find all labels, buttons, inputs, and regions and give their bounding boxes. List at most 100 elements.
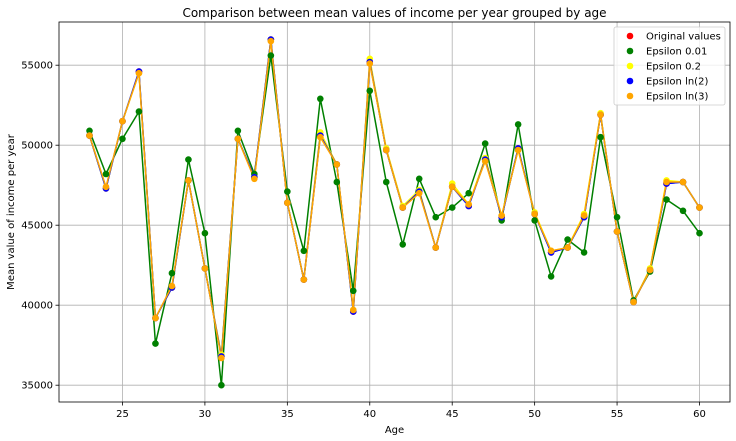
data-point bbox=[564, 236, 571, 243]
data-point bbox=[597, 133, 604, 141]
data-point bbox=[481, 140, 489, 147]
data-point bbox=[366, 87, 374, 95]
data-point bbox=[333, 178, 341, 186]
y-tick-label: 45000 bbox=[21, 221, 53, 232]
data-point bbox=[646, 266, 654, 274]
legend-box bbox=[613, 26, 726, 106]
data-point bbox=[564, 244, 571, 251]
x-tick-label: 45 bbox=[446, 409, 459, 420]
data-point bbox=[679, 207, 687, 215]
legend-marker bbox=[626, 77, 634, 85]
series-line bbox=[88, 40, 701, 359]
x-tick-label: 50 bbox=[528, 409, 541, 420]
data-point bbox=[663, 178, 670, 186]
data-point bbox=[432, 213, 440, 221]
data-point bbox=[465, 201, 472, 208]
data-point bbox=[415, 189, 423, 197]
data-point bbox=[267, 52, 275, 59]
data-point bbox=[119, 135, 126, 143]
x-tick-label: 60 bbox=[693, 409, 706, 420]
x-tick-label: 25 bbox=[116, 409, 129, 420]
x-tick-label: 30 bbox=[199, 409, 212, 420]
data-point bbox=[267, 37, 275, 45]
data-point bbox=[349, 306, 357, 314]
data-point bbox=[152, 340, 159, 347]
data-point bbox=[547, 247, 555, 255]
data-point bbox=[201, 265, 209, 272]
data-point bbox=[135, 69, 143, 77]
data-point bbox=[349, 287, 357, 295]
data-point bbox=[465, 189, 472, 197]
data-point bbox=[663, 196, 670, 203]
data-point bbox=[284, 199, 291, 207]
legend-label: Original values bbox=[646, 32, 721, 43]
legend-marker bbox=[626, 32, 634, 40]
data-point bbox=[251, 175, 258, 183]
data-point bbox=[300, 276, 308, 283]
data-point bbox=[102, 170, 110, 178]
data-point bbox=[300, 247, 308, 255]
chart-title: Comparison between mean values of income… bbox=[182, 6, 606, 20]
data-point bbox=[448, 204, 456, 211]
x-tick-label: 40 bbox=[363, 409, 376, 420]
data-point bbox=[234, 135, 242, 143]
data-point bbox=[218, 381, 225, 389]
data-point bbox=[531, 210, 538, 218]
y-tick-label: 40000 bbox=[21, 301, 53, 312]
data-point bbox=[86, 127, 93, 135]
data-point bbox=[201, 229, 209, 237]
legend-marker bbox=[626, 62, 634, 70]
data-point bbox=[102, 183, 110, 191]
data-point bbox=[399, 204, 407, 211]
data-point bbox=[135, 108, 143, 115]
legend-marker bbox=[626, 92, 634, 100]
series-lines bbox=[88, 38, 701, 386]
data-point bbox=[185, 177, 192, 184]
data-point bbox=[317, 133, 324, 141]
data-point bbox=[514, 121, 522, 128]
data-point bbox=[168, 269, 176, 277]
y-tick-label: 55000 bbox=[21, 61, 53, 72]
series-points bbox=[86, 36, 703, 389]
x-tick-label: 55 bbox=[611, 409, 624, 420]
data-point bbox=[696, 229, 703, 237]
data-point bbox=[630, 298, 637, 306]
data-point bbox=[448, 183, 456, 191]
data-point bbox=[597, 111, 604, 119]
data-point bbox=[481, 157, 489, 165]
x-tick-label: 35 bbox=[281, 409, 294, 420]
data-point bbox=[366, 60, 374, 67]
data-point bbox=[382, 146, 390, 154]
data-point bbox=[580, 249, 588, 256]
data-point bbox=[333, 161, 341, 168]
data-point bbox=[679, 178, 687, 186]
data-point bbox=[399, 241, 407, 248]
legend-label: Epsilon ln(3) bbox=[646, 92, 708, 103]
data-point bbox=[696, 204, 703, 211]
data-point bbox=[531, 217, 538, 224]
data-point bbox=[580, 212, 588, 219]
data-point bbox=[547, 273, 555, 280]
data-point bbox=[613, 213, 621, 221]
y-tick-label: 50000 bbox=[21, 141, 53, 152]
data-point bbox=[185, 156, 192, 163]
data-point bbox=[284, 188, 291, 195]
data-point bbox=[613, 228, 621, 235]
legend-marker bbox=[626, 47, 634, 55]
data-point bbox=[432, 244, 440, 251]
series-line bbox=[88, 54, 701, 386]
legend-label: Epsilon 0.01 bbox=[646, 47, 707, 58]
legend-label: Epsilon 0.2 bbox=[646, 62, 701, 73]
data-point bbox=[152, 314, 159, 322]
data-point bbox=[415, 175, 423, 183]
x-axis-ticks: 25 30 35 40 45 50 55 60 bbox=[116, 402, 706, 420]
data-point bbox=[119, 117, 126, 125]
data-point bbox=[382, 178, 390, 186]
y-axis-ticks: 35000 40000 45000 50000 55000 bbox=[21, 61, 59, 392]
plot-area-frame bbox=[58, 21, 731, 403]
data-point bbox=[498, 212, 505, 219]
data-point bbox=[86, 132, 93, 139]
x-axis-label: Age bbox=[385, 425, 404, 436]
data-point bbox=[514, 146, 522, 154]
